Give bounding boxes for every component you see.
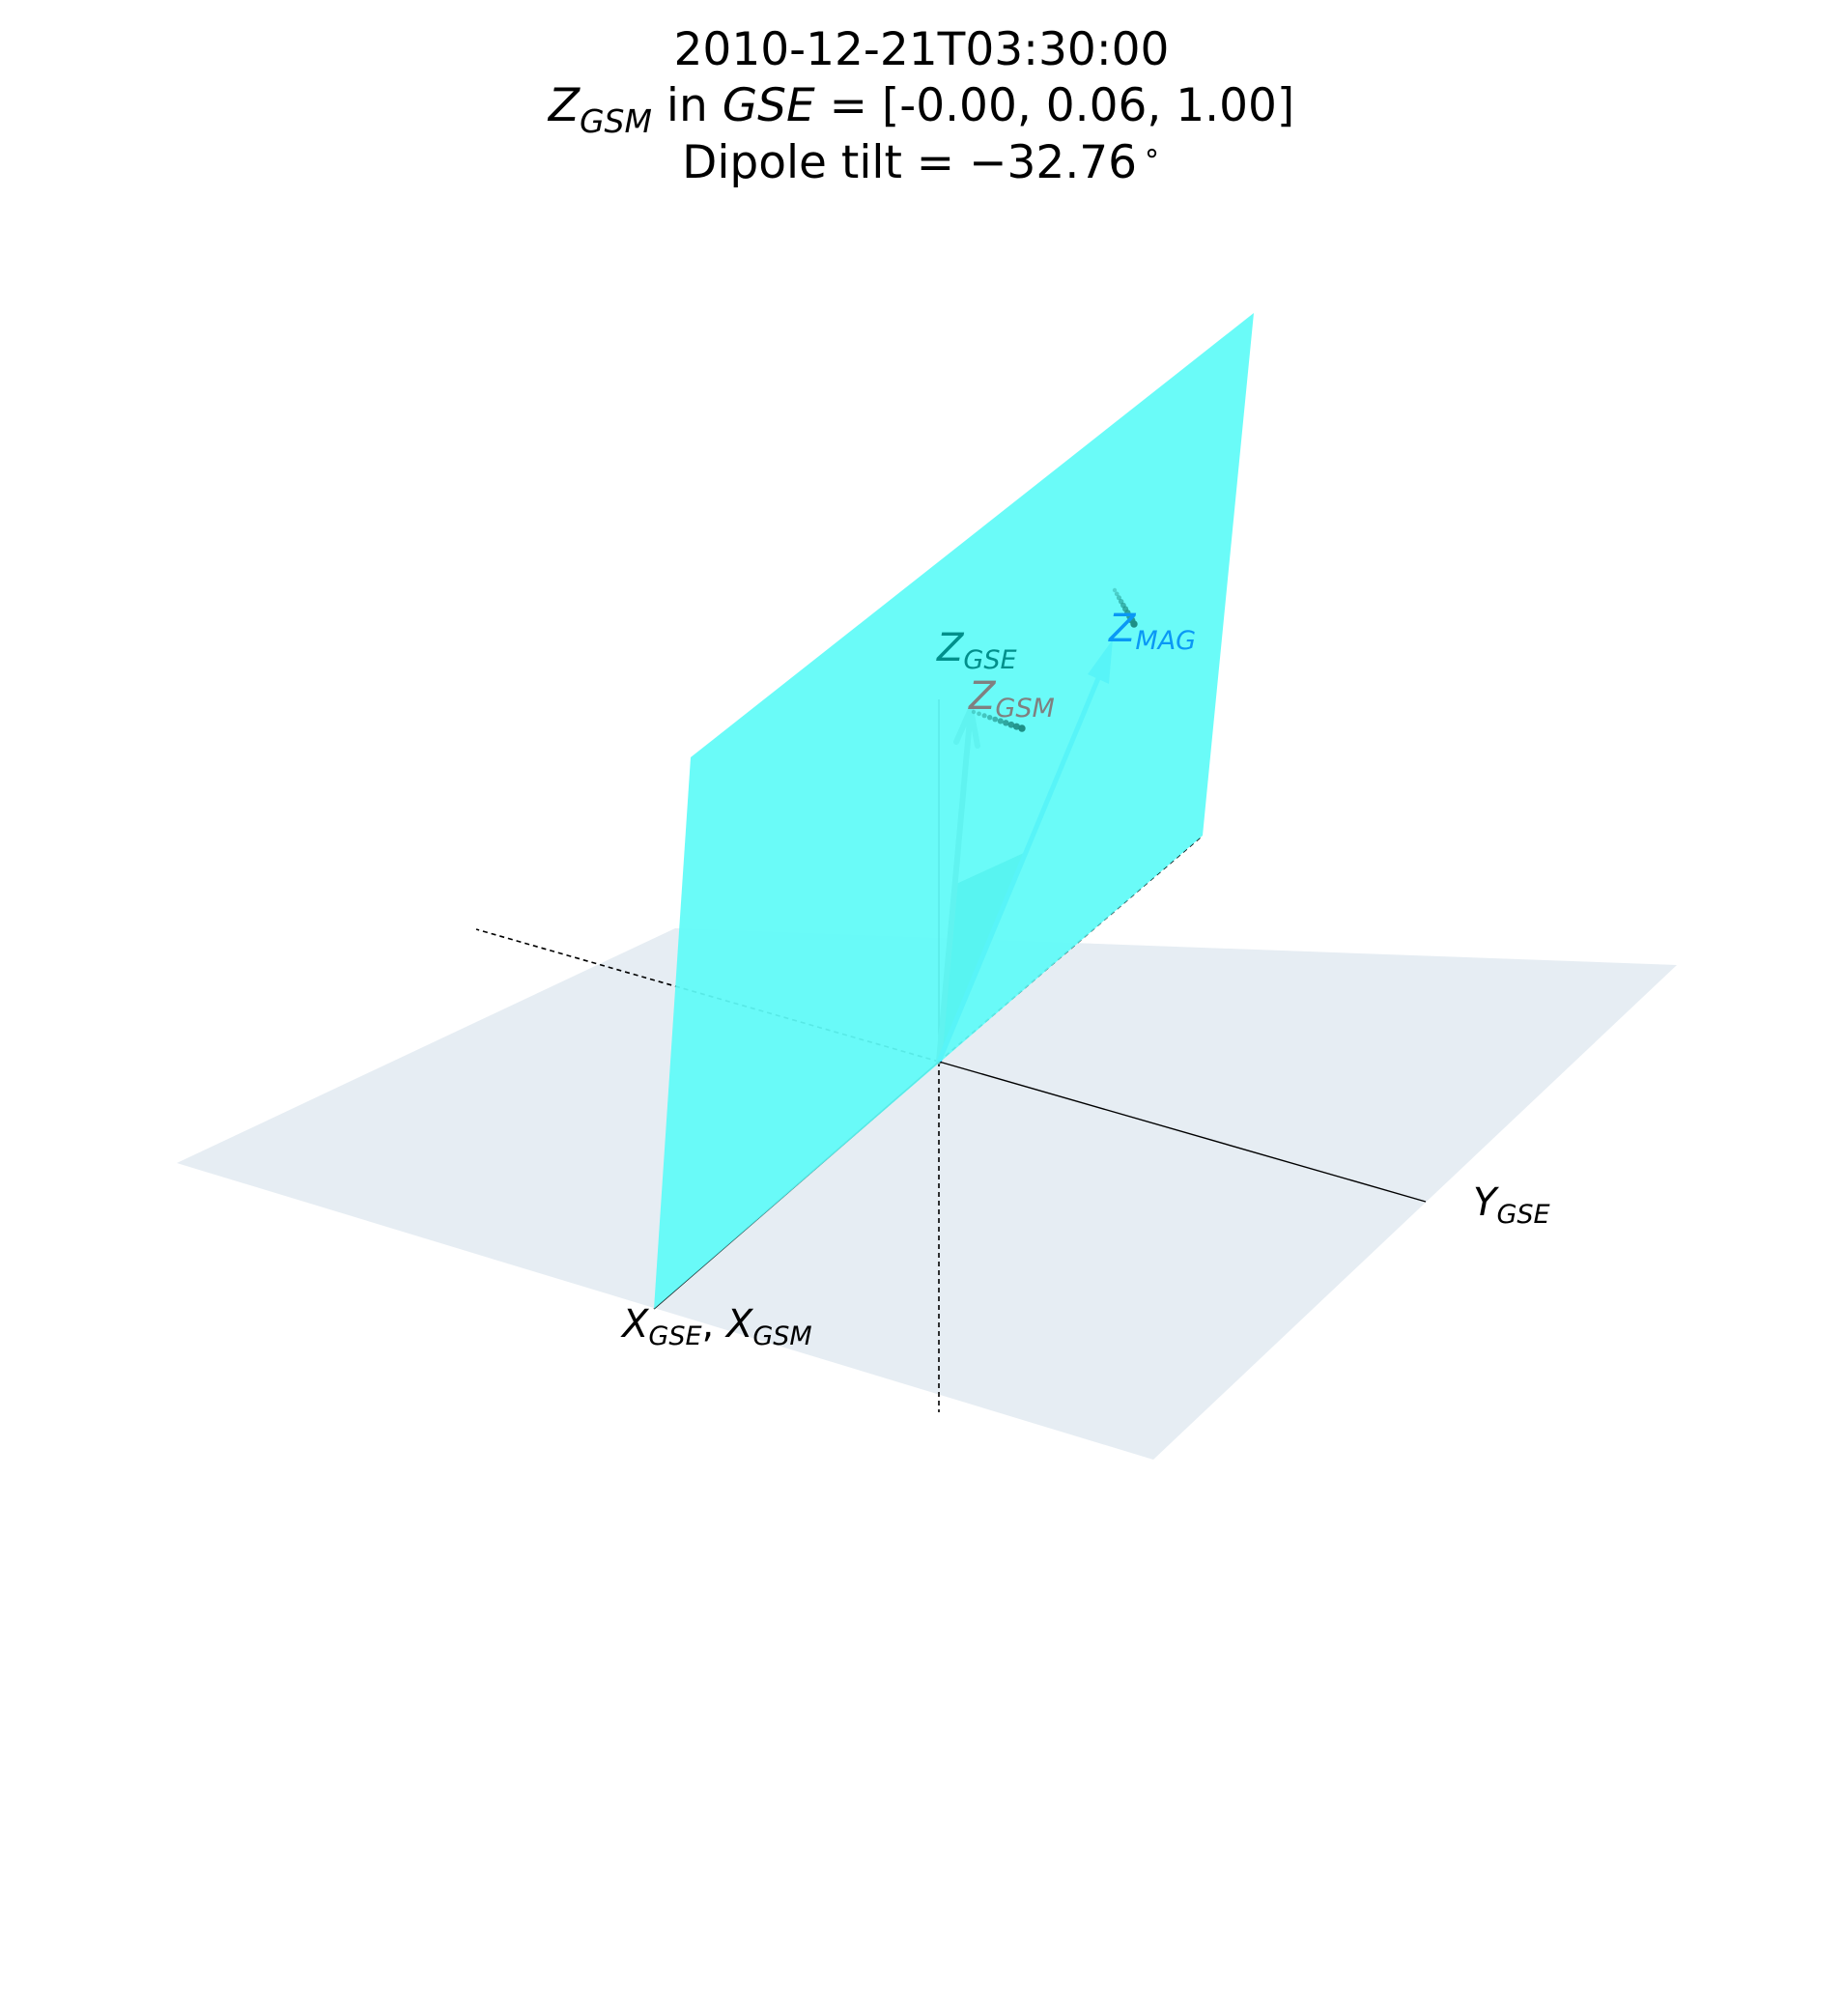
y-gse-axis <box>938 1061 1427 1203</box>
z-gsm-trace-dots <box>971 709 1026 732</box>
z-gsm-trace-dot <box>981 713 987 719</box>
title-zgsm-symbol: Z <box>548 79 580 132</box>
title-in-text: in <box>651 79 723 132</box>
z-mag-trace-dot <box>1112 587 1118 593</box>
z-gsm-trace-dot <box>1012 723 1020 730</box>
title-zgsm-subscript: GSM <box>579 102 652 140</box>
z-mag-trace-dot <box>1114 591 1120 597</box>
degree-symbol: ∘ <box>1143 136 1161 170</box>
z-mag-trace-dot <box>1130 620 1138 628</box>
z-mag-trace-dot <box>1116 595 1121 601</box>
z-gsm-trace-dot <box>977 711 981 717</box>
z-gse-label: ZGSE <box>936 626 1017 675</box>
z-gsm-trace-dot <box>1007 721 1015 728</box>
x-gse-gsm-label: XGSE, XGSM <box>620 1302 812 1351</box>
z-gsm-trace-dot <box>997 718 1004 724</box>
xz-gsm-plane <box>654 313 1254 1309</box>
z-gsm-trace-dot <box>992 716 999 723</box>
title-timestamp: 2010-12-21T03:30:00 <box>673 23 1170 76</box>
z-gsm-trace-dot <box>1018 724 1026 732</box>
z-mag-trace-dots <box>1112 587 1138 628</box>
title-gse-symbol: GSE <box>722 79 815 132</box>
y-gse-label: YGSE <box>1473 1180 1550 1230</box>
z-gsm-label: ZGSM <box>968 674 1055 724</box>
xy-gse-plane <box>177 928 1677 1460</box>
z-gsm-trace-dot <box>1003 720 1009 726</box>
z-gsm-trace-dot <box>986 714 993 721</box>
title-dipole-text: Dipole tilt = −32.76 <box>682 136 1138 189</box>
title-vector-text: = [-0.00, 0.06, 1.00] <box>814 79 1295 132</box>
title-dipole-tilt: Dipole tilt = −32.76 ∘ <box>0 139 1843 186</box>
z-mag-label: ZMAG <box>1108 607 1196 656</box>
z-gsm-trace-dot <box>971 709 977 715</box>
title-zgsm-vector: ZGSM in GSE = [-0.00, 0.06, 1.00] <box>0 83 1843 137</box>
